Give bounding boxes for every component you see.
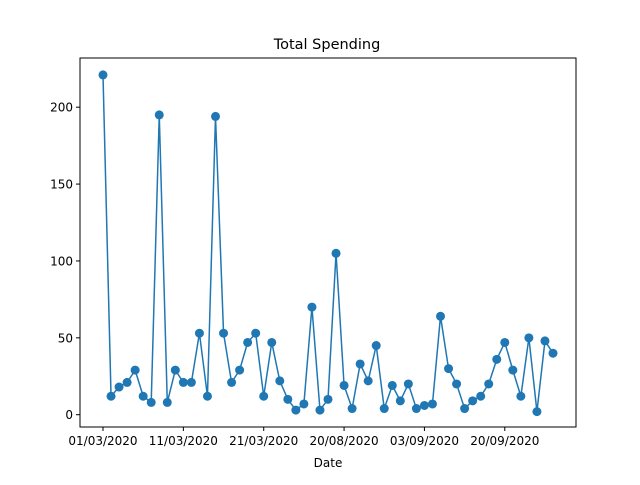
data-point: [259, 391, 269, 401]
data-point: [444, 364, 454, 374]
data-point: [186, 377, 196, 387]
data-point: [484, 379, 494, 389]
x-axis-label: Date: [314, 456, 343, 470]
data-point: [211, 111, 220, 121]
x-tick-label: 21/03/2020: [229, 434, 298, 448]
data-point: [138, 391, 148, 401]
x-tick-label: 11/03/2020: [149, 434, 218, 448]
data-point: [411, 404, 421, 414]
data-point: [387, 380, 397, 390]
data-point: [307, 302, 317, 312]
x-tick-label: 01/03/2020: [68, 434, 137, 448]
data-point: [202, 391, 212, 401]
data-point: [500, 337, 510, 347]
data-point: [371, 341, 381, 351]
data-point: [146, 397, 156, 407]
data-point: [227, 377, 237, 387]
data-point: [275, 376, 285, 386]
data-point: [395, 396, 405, 406]
data-point: [516, 391, 526, 401]
data-point: [315, 405, 325, 415]
data-point: [363, 376, 373, 386]
axes-frame: [79, 57, 577, 428]
x-tick-label: 20/09/2020: [470, 434, 539, 448]
data-point: [419, 400, 429, 410]
data-point: [452, 379, 462, 389]
data-point: [427, 399, 437, 409]
data-point: [540, 336, 550, 346]
data-point: [460, 404, 470, 414]
data-point: [476, 391, 486, 401]
series-line: [102, 74, 554, 413]
chart-title: Total Spending: [273, 37, 381, 53]
y-tick-label: 150: [50, 178, 73, 192]
y-tick-label: 50: [58, 331, 73, 345]
plot-area: 0 50 100 150 200 01/03/2020 11/03/2020 21/03/20…: [50, 57, 577, 448]
data-point: [122, 377, 132, 387]
data-point: [492, 354, 502, 364]
data-point: [283, 394, 293, 404]
data-point: [532, 407, 542, 417]
data-point: [323, 394, 333, 404]
data-point: [379, 404, 389, 414]
data-point: [548, 348, 558, 358]
data-point: [162, 397, 172, 407]
y-tick-label: 0: [65, 408, 73, 422]
data-point: [403, 379, 413, 389]
data-point: [524, 333, 534, 343]
data-point: [178, 377, 188, 387]
y-tick-label: 100: [50, 254, 73, 268]
data-point: [130, 365, 140, 375]
data-point: [243, 337, 253, 347]
data-point: [106, 391, 116, 401]
data-point: [154, 110, 164, 120]
data-point: [339, 380, 349, 390]
data-point: [114, 382, 124, 392]
data-point: [436, 311, 445, 321]
data-point: [219, 328, 229, 338]
data-point: [468, 396, 478, 406]
data-point: [508, 365, 518, 375]
data-point: [355, 359, 365, 369]
data-point: [170, 365, 180, 375]
data-point: [98, 70, 108, 80]
data-point: [347, 404, 357, 414]
x-tick-label: 03/09/2020: [390, 434, 459, 448]
data-point: [235, 365, 245, 375]
data-point: [291, 405, 301, 415]
data-point: [267, 337, 277, 347]
y-tick-label: 200: [50, 101, 73, 115]
data-point: [331, 248, 341, 258]
data-point: [251, 328, 261, 338]
data-point: [194, 328, 204, 338]
data-point: [299, 399, 309, 409]
x-tick-label: 20/08/2020: [309, 434, 378, 448]
